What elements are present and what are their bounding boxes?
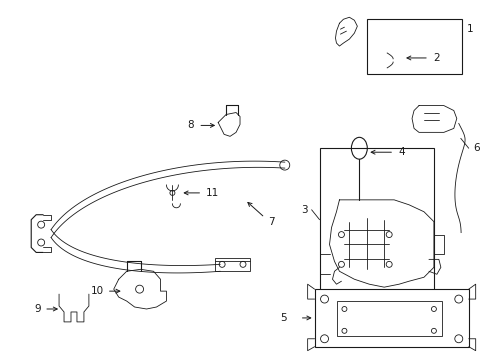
Bar	[319, 148, 433, 295]
Bar	[337, 301, 441, 336]
Text: 7: 7	[267, 217, 274, 227]
Text: 11: 11	[206, 188, 219, 198]
Bar	[366, 19, 461, 74]
Text: 2: 2	[432, 53, 439, 63]
Text: 6: 6	[473, 143, 479, 153]
Text: 9: 9	[35, 304, 41, 314]
Text: 8: 8	[187, 121, 194, 130]
Text: 3: 3	[301, 205, 307, 215]
Text: 1: 1	[466, 24, 472, 34]
Bar	[314, 289, 468, 347]
Bar	[215, 258, 249, 271]
Text: 4: 4	[397, 147, 404, 157]
Text: 5: 5	[280, 313, 286, 323]
Text: 10: 10	[90, 286, 103, 296]
